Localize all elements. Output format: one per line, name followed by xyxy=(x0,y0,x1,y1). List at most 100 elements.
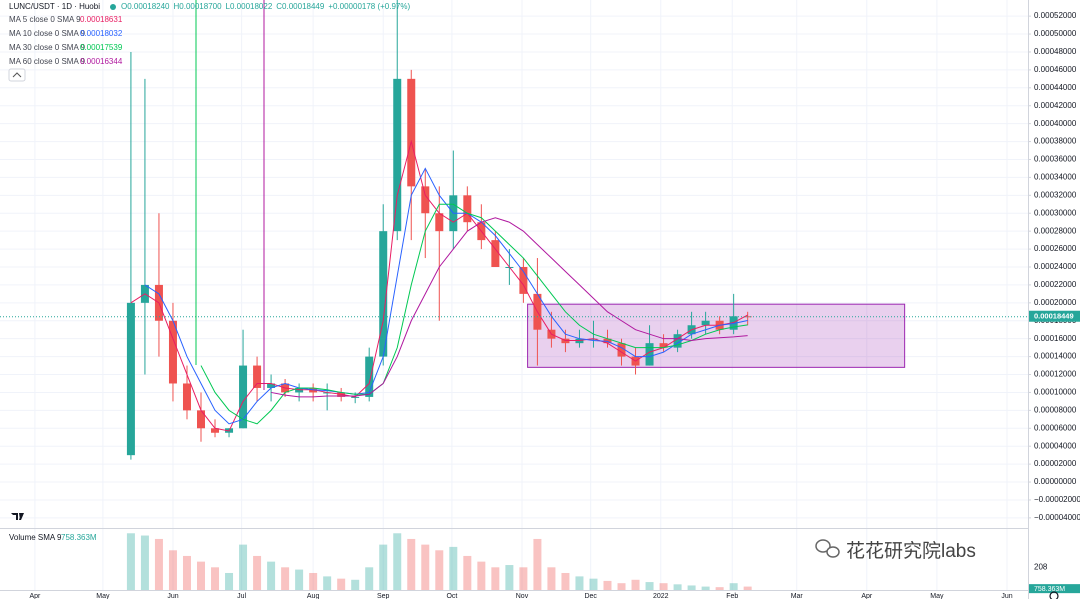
volume-sma-value: 758.363M xyxy=(61,533,97,542)
x-tick-label: Feb xyxy=(726,593,738,599)
candle-body xyxy=(393,78,402,232)
candle-body xyxy=(126,302,135,456)
volume-bar xyxy=(603,580,612,590)
volume-bar xyxy=(715,587,724,590)
x-tick-label: Apr xyxy=(29,593,41,599)
volume-bar xyxy=(337,578,346,590)
candle-body xyxy=(519,267,528,294)
ohlc-value: C0.00018449 xyxy=(276,2,325,11)
ma-legend-value: 0.00016344 xyxy=(80,57,123,66)
range-box xyxy=(527,303,906,368)
y-tick-label: 0.00020000 xyxy=(1034,298,1077,307)
ma-legend-name: MA 60 close 0 SMA 9 xyxy=(9,57,86,66)
volume-bar xyxy=(617,583,626,590)
y-tick-label: 0.00006000 xyxy=(1034,423,1077,432)
volume-bar xyxy=(140,535,149,590)
x-tick-label: Apr xyxy=(861,593,873,599)
x-tick-label: Sep xyxy=(377,593,390,599)
volume-bar xyxy=(421,544,430,590)
x-tick-label: Oct xyxy=(446,593,457,599)
candle-body xyxy=(421,186,430,214)
candle-body xyxy=(197,410,206,429)
volume-bar xyxy=(197,561,206,590)
y-tick-label: 0.00032000 xyxy=(1034,190,1077,199)
ma-line xyxy=(270,217,748,398)
volume-bar xyxy=(505,565,514,590)
y-tick-label: 0.00014000 xyxy=(1034,352,1077,361)
y-tick-label: 0.00036000 xyxy=(1034,155,1077,164)
x-tick-label: Mar xyxy=(791,593,804,599)
volume-tick-label: 208 xyxy=(1034,562,1048,571)
volume-bar xyxy=(477,561,486,590)
ma-legend-name: MA 5 close 0 SMA 9 xyxy=(9,15,81,24)
ohlc-value: H0.00018700 xyxy=(174,2,223,11)
candle-body xyxy=(407,78,416,187)
candle-body xyxy=(182,383,191,411)
ohlc-value: O0.00018240 xyxy=(121,2,170,11)
x-tick-label: May xyxy=(96,593,110,599)
candle-body xyxy=(659,343,668,348)
candle-body xyxy=(673,334,682,348)
y-tick-label: 0.00028000 xyxy=(1034,226,1077,235)
x-tick-label: Dec xyxy=(584,593,597,599)
ma-legend-value: 0.00017539 xyxy=(80,43,123,52)
volume-bar xyxy=(168,550,177,590)
y-tick-label: 0.00030000 xyxy=(1034,208,1077,217)
market-status xyxy=(110,4,116,10)
candle-body xyxy=(253,365,262,388)
watermark: 花花研究院labs xyxy=(846,540,976,562)
volume-bar xyxy=(589,578,598,590)
candle-body xyxy=(211,428,220,433)
volume-bar xyxy=(659,583,668,590)
y-tick-label: 0.00000000 xyxy=(1034,477,1077,486)
volume-bar xyxy=(225,572,234,590)
volume-bar xyxy=(687,585,696,590)
y-tick-label: 0.00046000 xyxy=(1034,65,1077,74)
legend-toggle[interactable] xyxy=(8,68,26,82)
x-tick-label: Aug xyxy=(307,593,320,599)
legend-toggle-icon xyxy=(12,72,22,78)
volume-title: Volume SMA 9 xyxy=(9,533,62,542)
y-tick-label: 0.00002000 xyxy=(1034,459,1077,468)
volume-bar xyxy=(182,555,191,590)
y-tick-label: 0.00026000 xyxy=(1034,244,1077,253)
volume-bar xyxy=(154,538,163,590)
ohlc-value: +0.00000178 (+0.97%) xyxy=(328,2,410,11)
ma-legend-name: MA 10 close 0 SMA 9 xyxy=(9,29,86,38)
volume-bar xyxy=(253,555,262,590)
plot-layer xyxy=(0,0,1028,590)
tv-logo xyxy=(11,513,24,520)
y-tick-label: 0.00040000 xyxy=(1034,119,1077,128)
y-tick-label: 0.00010000 xyxy=(1034,388,1077,397)
y-tick-label: 0.00048000 xyxy=(1034,47,1077,56)
settings-icon[interactable] xyxy=(1049,591,1059,599)
volume-bar xyxy=(126,533,135,590)
volume-bar xyxy=(211,567,220,590)
volume-bar xyxy=(407,538,416,590)
label-layer: 0.00052000 0.00050000 0.00048000 0.00046000… xyxy=(9,11,1080,599)
y-tick-label: 0.00008000 xyxy=(1034,405,1077,414)
y-tick-label: 0.00024000 xyxy=(1034,262,1077,271)
x-tick-label: Jun xyxy=(1001,593,1012,599)
candle-body xyxy=(365,356,374,397)
volume-bar xyxy=(267,561,276,590)
volume-bar xyxy=(379,544,388,590)
last-price-badge xyxy=(1029,310,1080,322)
volume-sma-badge-label: 758.363M xyxy=(1034,586,1065,593)
ma-legend-value: 0.00018631 xyxy=(80,15,123,24)
volume-bar xyxy=(295,569,304,590)
y-tick-label: 0.00050000 xyxy=(1034,29,1077,38)
y-tick-label: −0.00004000 xyxy=(1034,513,1080,522)
candle-body xyxy=(645,343,654,366)
ma-line xyxy=(200,203,748,425)
candle-body xyxy=(168,320,177,384)
wechat-icon xyxy=(815,539,840,558)
volume-bar xyxy=(351,579,360,590)
symbol-title[interactable]: LUNC/USDT · 1D · Huobi xyxy=(9,2,100,11)
volume-bar xyxy=(435,550,444,590)
volume-bar xyxy=(631,579,640,590)
y-tick-label: 0.00042000 xyxy=(1034,101,1077,110)
candle-body xyxy=(267,383,276,388)
y-tick-label: 0.00034000 xyxy=(1034,173,1077,182)
